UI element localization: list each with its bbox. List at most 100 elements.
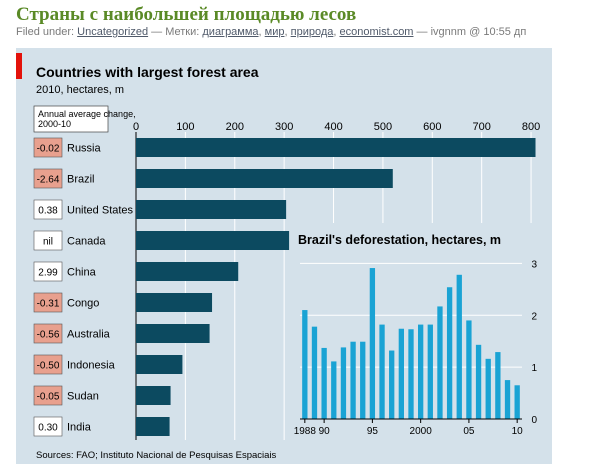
x-tick-label: 0 <box>133 121 139 133</box>
category-label: Congo <box>67 298 99 310</box>
deforestation-bar <box>379 324 385 419</box>
change-value-label: nil <box>43 237 53 248</box>
category-label: Brazil <box>67 174 95 186</box>
accent-tab <box>16 53 22 79</box>
forest-area-chart: Countries with largest forest area 2010,… <box>16 53 552 461</box>
inset-y-tick-label: 0 <box>531 415 537 426</box>
x-tick-label: 500 <box>374 121 392 133</box>
chart-figure: Countries with largest forest area 2010,… <box>16 48 552 464</box>
filed-under-label: Filed under: <box>16 26 75 38</box>
deforestation-bar <box>398 328 405 419</box>
deforestation-bar <box>437 306 443 419</box>
change-value-label: -0.02 <box>37 144 60 155</box>
change-box <box>33 292 63 313</box>
tag-link[interactable]: мир <box>264 26 285 38</box>
deforestation-bar <box>456 274 462 419</box>
forest-area-bar <box>136 138 536 157</box>
deforestation-bar <box>369 268 376 419</box>
tag-link[interactable]: природа <box>290 26 334 38</box>
annotation-header: Annual average change, 2000-10 <box>38 109 136 129</box>
category-link[interactable]: Uncategorized <box>77 26 149 38</box>
forest-area-bar <box>136 324 210 343</box>
deforestation-bar <box>466 320 472 419</box>
forest-area-bar <box>136 200 287 219</box>
change-value-label: 0.30 <box>38 423 58 434</box>
change-value-label: 0.38 <box>38 206 58 217</box>
change-box <box>33 137 63 158</box>
chart-subtitle: 2010, hectares, m <box>36 84 124 96</box>
change-box <box>33 199 63 220</box>
x-tick-label: 700 <box>472 121 490 133</box>
inset-y-tick-label: 2 <box>531 311 537 322</box>
change-box <box>33 416 63 437</box>
category-label: United States <box>67 205 134 217</box>
byline: — ivgnnm @ 10:55 дп <box>416 26 527 38</box>
deforestation-bar <box>475 344 482 419</box>
x-tick-label: 400 <box>324 121 342 133</box>
deforestation-bar <box>427 324 433 419</box>
category-label: Sudan <box>67 391 99 403</box>
post-title[interactable]: Страны с наибольшей площадью лесов <box>16 4 357 25</box>
category-label: Indonesia <box>67 360 116 372</box>
deforestation-bar <box>495 352 501 419</box>
forest-area-bar <box>136 262 239 281</box>
x-tick-label: 100 <box>176 121 194 133</box>
change-value-label: -0.56 <box>37 330 60 341</box>
change-box <box>33 385 63 406</box>
forest-area-bar <box>136 293 213 312</box>
change-value-label: -2.64 <box>37 175 60 186</box>
annotation-header-box <box>33 105 109 133</box>
x-tick-label: 800 <box>522 121 540 133</box>
tags-label: — Метки: <box>151 26 200 38</box>
inset-x-tick-label: 90 <box>319 426 331 437</box>
change-value-label: 2.99 <box>38 268 58 279</box>
forest-area-bar <box>136 386 171 405</box>
deforestation-bar <box>504 380 511 419</box>
inset-y-tick-label: 1 <box>531 363 537 374</box>
x-tick-label: 300 <box>275 121 293 133</box>
chart-title: Countries with largest forest area <box>36 64 259 80</box>
inset-x-tick-label: 05 <box>463 426 475 437</box>
category-label: Canada <box>67 236 106 248</box>
deforestation-bar <box>340 347 347 419</box>
deforestation-bar <box>485 358 491 419</box>
inset-x-tick-label: 2000 <box>410 426 433 437</box>
deforestation-bar <box>417 324 424 419</box>
deforestation-bar <box>302 310 308 419</box>
change-box <box>33 168 63 189</box>
change-box <box>33 230 63 251</box>
tag-link[interactable]: economist.com <box>339 26 414 38</box>
change-value-label: -0.05 <box>37 392 60 403</box>
x-tick-label: 200 <box>226 121 244 133</box>
deforestation-bar <box>389 350 395 419</box>
change-box <box>33 354 63 375</box>
deforestation-bar <box>321 347 327 419</box>
deforestation-bar <box>350 341 356 419</box>
change-value-label: -0.50 <box>37 361 60 372</box>
deforestation-bar <box>514 385 520 419</box>
post-meta: Filed under: Uncategorized — Метки: диаг… <box>16 26 527 38</box>
tag-link[interactable]: диаграмма <box>202 26 259 38</box>
category-label: Australia <box>67 329 111 341</box>
change-box <box>33 261 63 282</box>
deforestation-bar <box>446 287 453 419</box>
forest-area-bar <box>136 231 290 250</box>
deforestation-bar <box>311 326 318 419</box>
forest-area-bar <box>136 355 183 374</box>
category-label: India <box>67 422 92 434</box>
change-value-label: -0.31 <box>37 299 60 310</box>
deforestation-bar <box>408 329 414 419</box>
category-label: Russia <box>67 143 102 155</box>
x-tick-label: 600 <box>423 121 441 133</box>
inset-x-tick-label: 10 <box>512 426 524 437</box>
inset-title: Brazil's deforestation, hectares, m <box>298 233 501 247</box>
change-box <box>33 323 63 344</box>
deforestation-bar <box>360 341 366 419</box>
deforestation-bar <box>331 361 337 419</box>
annotation-header-line: 2000-10 <box>38 119 71 129</box>
forest-area-bar <box>136 417 170 436</box>
inset-y-tick-label: 3 <box>531 259 537 270</box>
inset-x-tick-label: 1988 <box>294 426 317 437</box>
chart-source: Sources: FAO; Instituto Nacional de Pesq… <box>36 450 277 461</box>
inset-x-tick-label: 95 <box>367 426 379 437</box>
